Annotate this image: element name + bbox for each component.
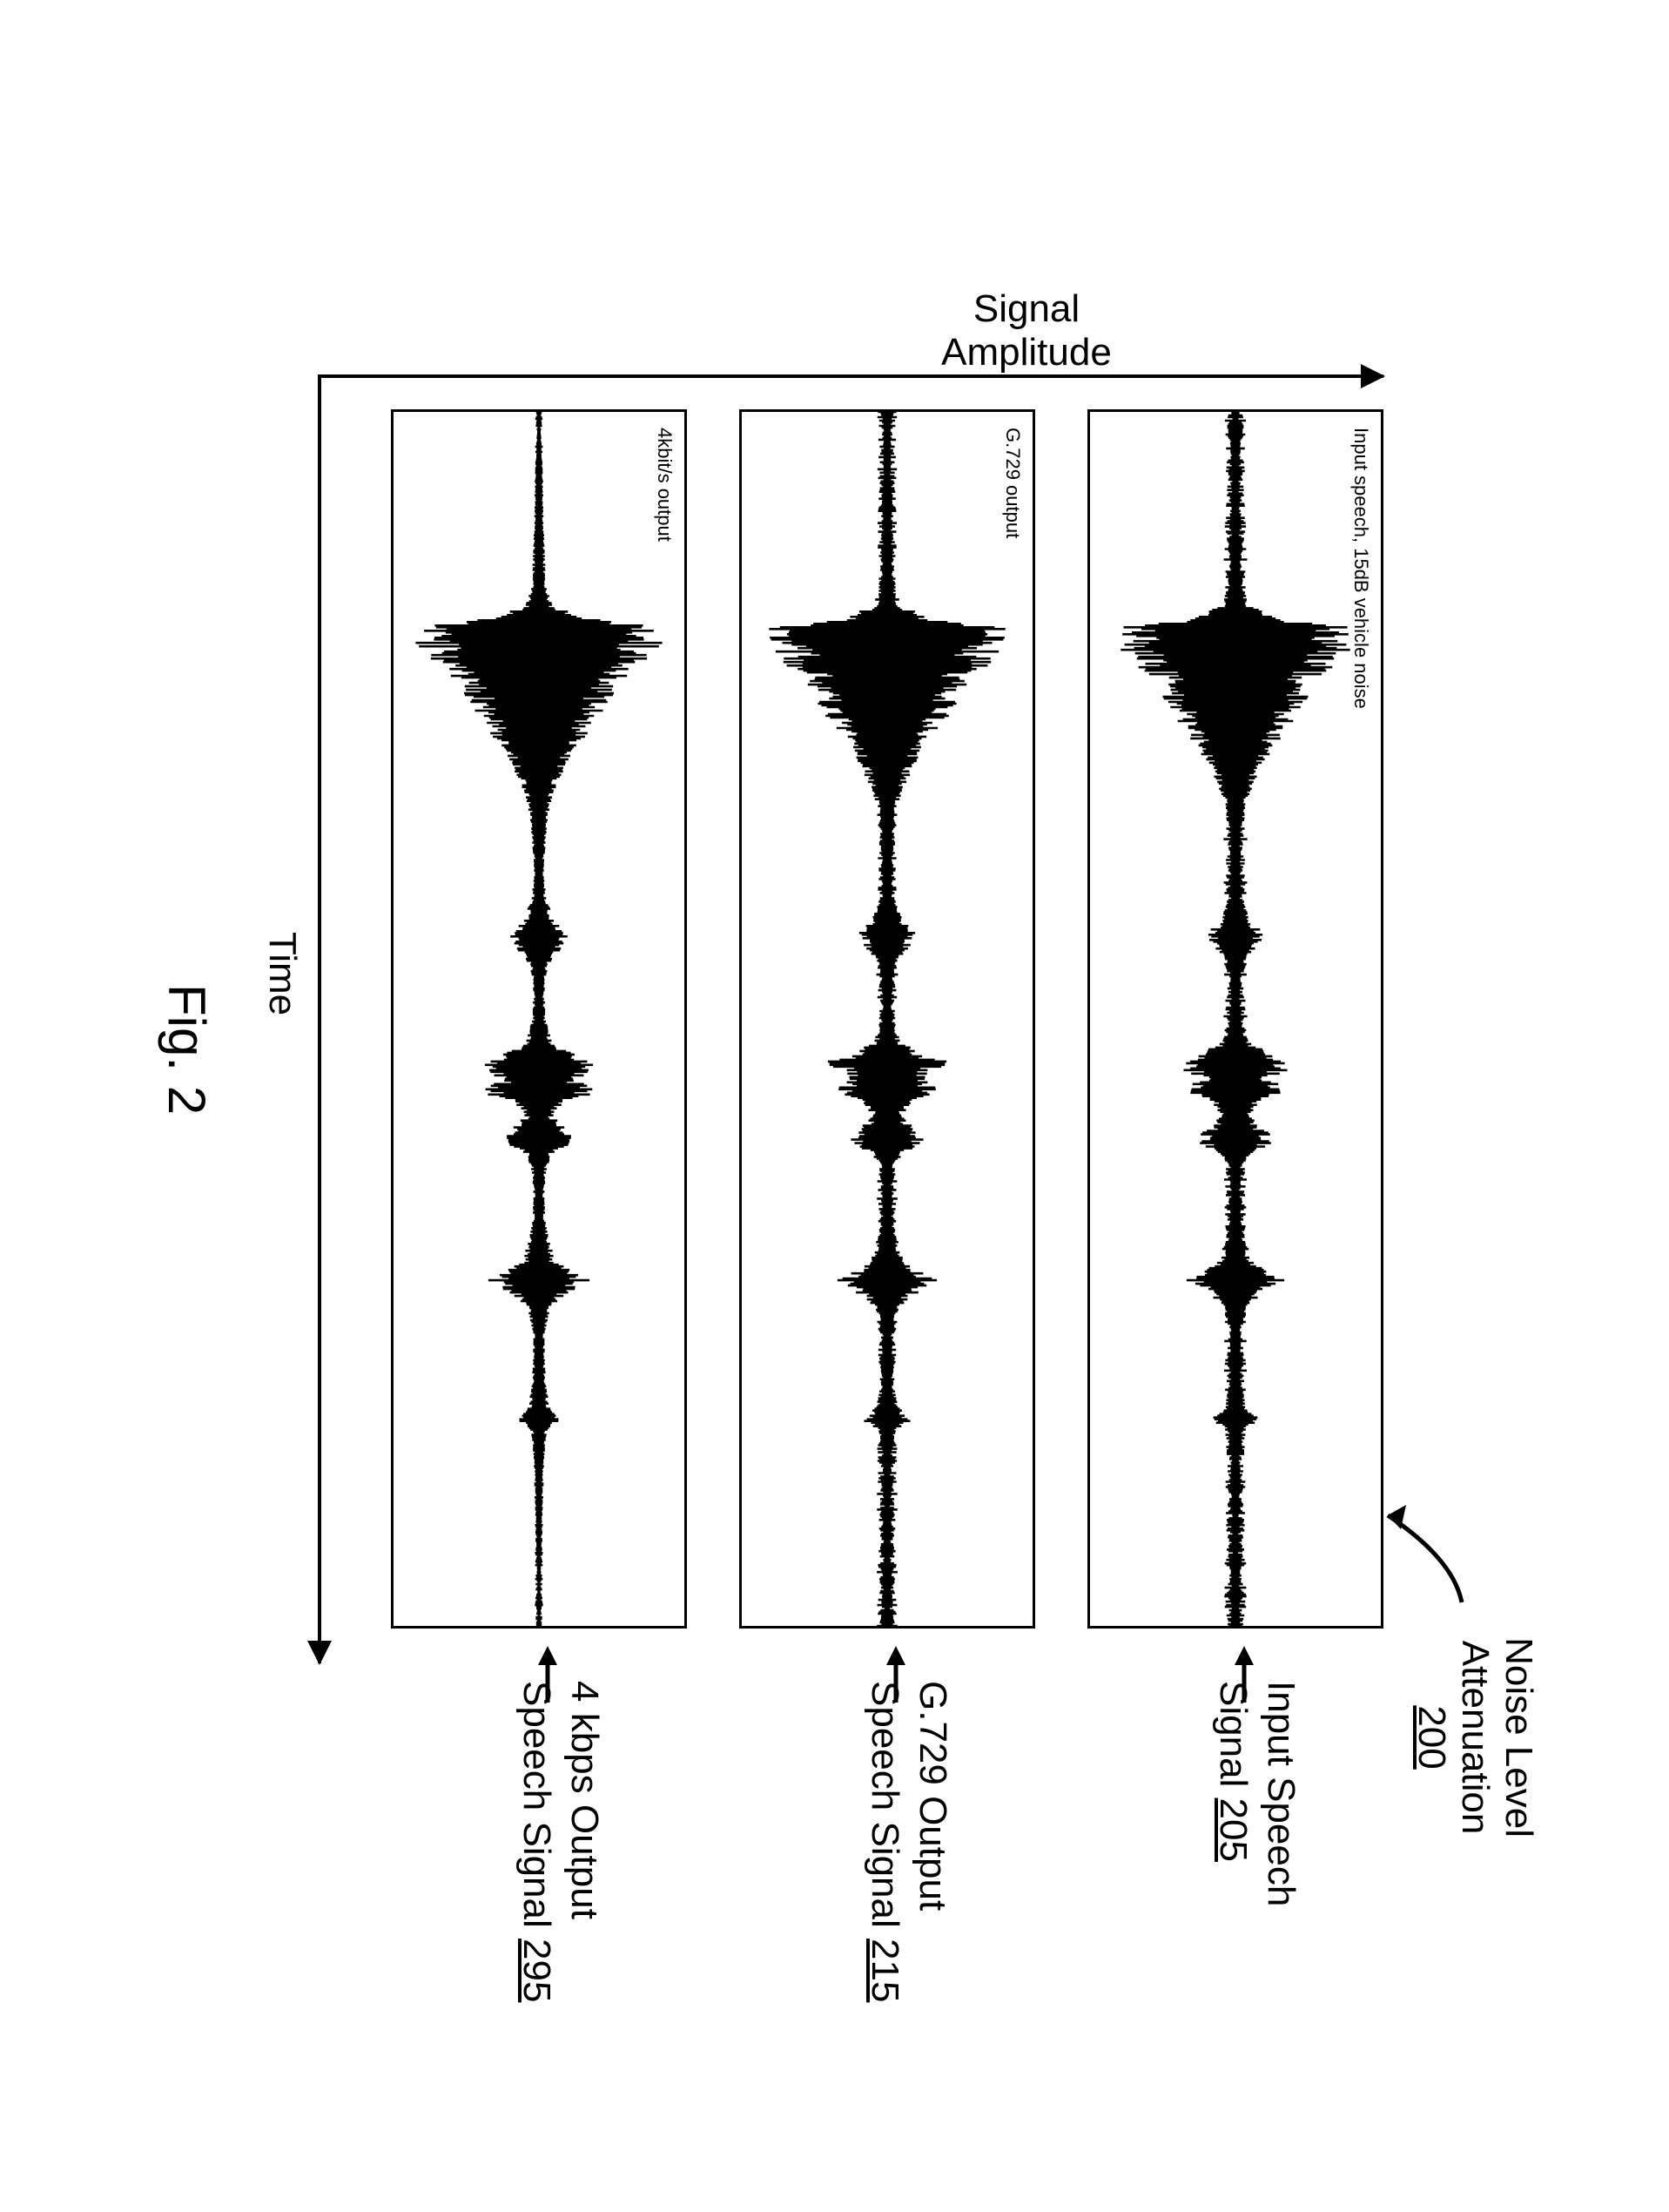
waveform-2 bbox=[742, 412, 1033, 1626]
figure-caption: Fig. 2 bbox=[157, 984, 217, 1115]
x-axis bbox=[318, 374, 321, 1663]
chart-area: Input speech, 15dB vehicle noise G.729 o… bbox=[339, 409, 1383, 1629]
side-label-1: Input Speech Signal 205 bbox=[1209, 1681, 1305, 2047]
waveform-3 bbox=[394, 412, 684, 1626]
panel-4kbps: 4kbit/s output bbox=[391, 409, 687, 1629]
panel-input-speech: Input speech, 15dB vehicle noise bbox=[1087, 409, 1383, 1629]
title-line2: Attenuation bbox=[1453, 1637, 1497, 1838]
panel-g729: G.729 output bbox=[739, 409, 1035, 1629]
figure-page: Noise Level Attenuation 200 Signal Ampli… bbox=[95, 148, 1575, 2064]
x-axis-label: Time bbox=[260, 932, 304, 1015]
side-label-2: G.729 Output Speech Signal 215 bbox=[861, 1681, 957, 2047]
y-axis bbox=[321, 374, 1383, 378]
figure-title: Noise Level Attenuation 200 bbox=[1410, 1637, 1540, 1838]
y-axis-label: Signal Amplitude bbox=[913, 287, 1140, 374]
title-line1: Noise Level bbox=[1497, 1637, 1540, 1838]
side-label-3: 4 kbps Output Speech Signal 295 bbox=[513, 1681, 609, 2047]
title-ref: 200 bbox=[1410, 1637, 1453, 1838]
waveform-1 bbox=[1090, 412, 1381, 1626]
